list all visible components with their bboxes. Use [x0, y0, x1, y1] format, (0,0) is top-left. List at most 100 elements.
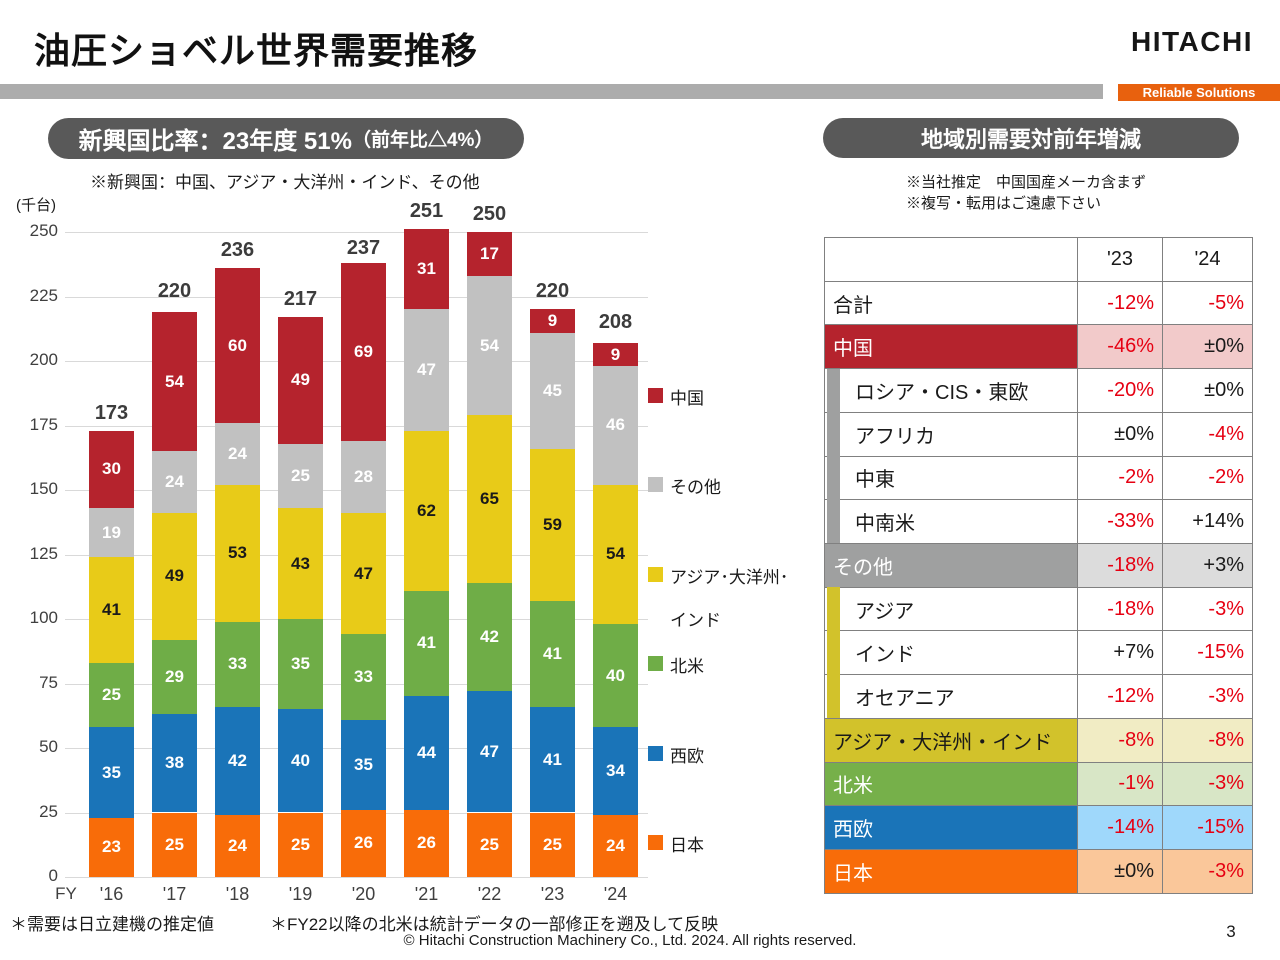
legend-marker-その他: [648, 477, 663, 493]
gridline: [65, 877, 648, 878]
y-tick-label: 250: [29, 221, 58, 240]
bar-segment-日本: 25: [467, 812, 512, 877]
bar-total-label: 237: [346, 236, 381, 259]
legend-marker-北米: [648, 656, 663, 672]
bar-segment-日本: 23: [89, 817, 134, 877]
cell-23: ±0%: [1078, 850, 1163, 894]
row-label-ロシア・CIS・東欧: ロシア・CIS・東欧: [825, 369, 1078, 413]
bar-segment-北米: 35: [278, 619, 323, 710]
segment-value-label: 54: [606, 544, 625, 564]
bar-segment-日本: 26: [341, 809, 386, 877]
bar-segment-アジア・大洋州・インド: 53: [215, 484, 260, 622]
bar-segment-アジア・大洋州・インド: 43: [278, 508, 323, 619]
cell-24: -5%: [1163, 281, 1253, 326]
segment-value-label: 31: [417, 259, 436, 279]
cell-24: -4%: [1163, 412, 1253, 457]
bar-total-label: 236: [220, 239, 255, 262]
emerging-ratio-text: 新興国比率：23年度 51%: [78, 128, 352, 155]
note-line-2: ※複写・転用はご遠慮下さい: [906, 195, 1102, 212]
legend-marker-アジア・大洋州・インド: [648, 566, 663, 582]
legend-label: アジア･大洋州･: [670, 567, 789, 587]
segment-value-label: 17: [480, 243, 499, 263]
segment-value-label: 29: [165, 667, 184, 687]
hitachi-logo: HITACHI: [1131, 26, 1253, 57]
segment-value-label: 43: [291, 553, 310, 573]
copyright: © Hitachi Construction Machinery Co., Lt…: [403, 932, 857, 949]
note-line-1: ※当社推定 中国国産メーカ含まず: [906, 174, 1147, 191]
page-title: 油圧ショベル世界需要推移: [34, 30, 479, 71]
cell-23: ±0%: [1078, 412, 1163, 457]
bar-segment-アジア・大洋州・インド: 65: [467, 415, 512, 583]
asia-group-strip: [827, 587, 840, 718]
x-tick-label: '22: [477, 884, 502, 904]
row-label-合計: 合計: [825, 281, 1078, 326]
segment-value-label: 53: [228, 543, 247, 563]
bar-segment-北米: 41: [404, 590, 449, 697]
cell-24: -2%: [1163, 456, 1253, 501]
bar-segment-中国: 69: [341, 262, 386, 441]
cell-24: ±0%: [1163, 325, 1253, 370]
regional-notes: ※当社推定 中国国産メーカ含まず ※複写・転用はご遠慮下さい: [906, 172, 1146, 214]
cell-23: -12%: [1078, 675, 1163, 719]
bar-segment-北米: 41: [530, 600, 575, 707]
segment-value-label: 25: [480, 834, 499, 854]
bar-segment-西欧: 34: [593, 727, 638, 816]
segment-value-label: 42: [228, 750, 247, 770]
row-label-インド: インド: [825, 631, 1078, 676]
cell-23: -2%: [1078, 456, 1163, 501]
segment-value-label: 41: [543, 643, 562, 663]
segment-value-label: 25: [543, 834, 562, 854]
bar-segment-中国: 30: [89, 430, 134, 509]
y-tick-label: 175: [29, 414, 58, 434]
cell-23: -8%: [1078, 718, 1163, 763]
segment-value-label: 49: [165, 566, 184, 586]
table-header-24: '24: [1163, 238, 1253, 282]
segment-value-label: 69: [354, 341, 373, 361]
cell-23: -46%: [1078, 325, 1163, 370]
segment-value-label: 35: [102, 762, 121, 782]
segment-value-label: 54: [165, 371, 184, 391]
x-tick-label: '18: [225, 884, 250, 904]
fy-axis-label: FY: [55, 884, 77, 903]
segment-value-label: 41: [543, 749, 562, 769]
bar-total-label: 251: [409, 200, 444, 223]
footnote-demand-estimate: ＊需要は日立建機の推定値: [10, 915, 214, 934]
legend-label: 中国: [670, 389, 704, 408]
segment-value-label: 49: [291, 370, 310, 390]
segment-value-label: 9: [610, 344, 621, 364]
segment-value-label: 41: [102, 599, 121, 619]
legend-label: その他: [670, 478, 721, 498]
y-axis-unit-label: (千台): [16, 197, 56, 214]
bar-segment-西欧: 40: [278, 709, 323, 813]
bar-segment-北米: 25: [89, 662, 134, 728]
row-label-アジア・大洋州・インド: アジア・大洋州・インド: [825, 718, 1078, 763]
segment-value-label: 24: [228, 836, 247, 856]
row-label-中南米: 中南米: [825, 500, 1078, 545]
row-label-北米: 北米: [825, 762, 1078, 807]
x-tick-label: '16: [99, 884, 124, 904]
segment-value-label: 45: [543, 380, 562, 400]
bar-segment-北米: 40: [593, 624, 638, 728]
cell-23: -18%: [1078, 544, 1163, 588]
bar-segment-西欧: 47: [467, 691, 512, 813]
legend-marker-中国: [648, 388, 663, 403]
bar-segment-日本: 26: [404, 809, 449, 877]
bar-segment-中国: 9: [530, 309, 575, 333]
bar-segment-その他: 28: [341, 440, 386, 514]
bar-segment-中国: 60: [215, 268, 260, 423]
cell-24: -8%: [1163, 718, 1253, 763]
bar-total-label: 250: [472, 203, 507, 225]
bar-segment-その他: 19: [89, 508, 134, 558]
cell-24: +14%: [1163, 500, 1253, 545]
cell-24: +3%: [1163, 544, 1253, 588]
segment-value-label: 41: [417, 633, 436, 653]
bar-segment-その他: 47: [404, 309, 449, 431]
segment-value-label: 25: [291, 465, 310, 485]
segment-value-label: 33: [228, 654, 247, 674]
segment-value-label: 35: [291, 654, 310, 674]
segment-value-label: 46: [606, 415, 625, 435]
segment-value-label: 24: [228, 443, 247, 463]
bar-segment-その他: 24: [152, 451, 197, 514]
segment-value-label: 35: [354, 754, 373, 774]
bar-segment-日本: 25: [278, 812, 323, 877]
